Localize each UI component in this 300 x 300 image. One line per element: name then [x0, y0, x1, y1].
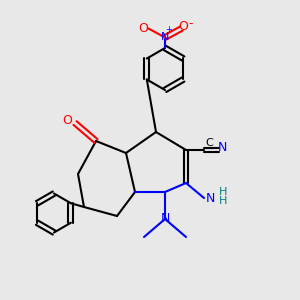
Text: N: N	[161, 32, 169, 43]
Text: C: C	[206, 137, 213, 148]
Text: N: N	[206, 191, 215, 205]
Text: +: +	[165, 25, 172, 34]
Text: H: H	[218, 196, 227, 206]
Text: O: O	[63, 113, 72, 127]
Text: N: N	[217, 141, 227, 154]
Text: -: -	[189, 17, 194, 31]
Text: O: O	[138, 22, 148, 35]
Text: H: H	[218, 187, 227, 197]
Text: O: O	[178, 20, 188, 34]
Text: N: N	[160, 212, 170, 226]
